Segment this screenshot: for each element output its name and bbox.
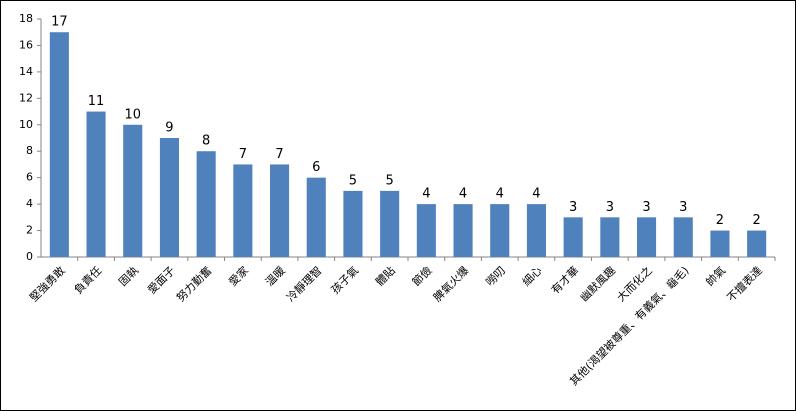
y-tick-label: 4 bbox=[26, 197, 33, 210]
y-tick-label: 2 bbox=[26, 224, 33, 237]
bar bbox=[600, 217, 620, 257]
value-label: 4 bbox=[532, 187, 540, 202]
value-label: 7 bbox=[275, 147, 283, 162]
bar bbox=[196, 151, 216, 257]
bar bbox=[49, 32, 69, 257]
value-label: 8 bbox=[202, 134, 210, 149]
value-label: 5 bbox=[386, 173, 394, 188]
bar bbox=[490, 204, 510, 257]
value-label: 4 bbox=[422, 187, 430, 202]
value-label: 2 bbox=[753, 213, 761, 228]
bar bbox=[306, 177, 326, 257]
value-label: 5 bbox=[349, 173, 357, 188]
bar bbox=[123, 124, 143, 258]
bar bbox=[563, 217, 583, 257]
value-label: 2 bbox=[716, 213, 724, 228]
value-label: 3 bbox=[606, 200, 614, 215]
bar bbox=[526, 204, 546, 257]
value-label: 11 bbox=[88, 94, 105, 109]
bar bbox=[710, 230, 730, 257]
value-label: 3 bbox=[679, 200, 687, 215]
bar bbox=[159, 138, 179, 257]
value-label: 10 bbox=[124, 107, 141, 122]
value-label: 3 bbox=[642, 200, 650, 215]
bar bbox=[637, 217, 657, 257]
y-tick-label: 8 bbox=[26, 144, 33, 157]
bar bbox=[453, 204, 473, 257]
y-tick-label: 18 bbox=[19, 12, 33, 25]
bar bbox=[747, 230, 767, 257]
value-label: 7 bbox=[239, 147, 247, 162]
bar bbox=[343, 190, 363, 257]
value-label: 4 bbox=[459, 187, 467, 202]
bar bbox=[233, 164, 253, 257]
bar bbox=[673, 217, 693, 257]
bar bbox=[86, 111, 106, 257]
y-tick-label: 14 bbox=[19, 65, 33, 78]
bar bbox=[270, 164, 290, 257]
y-tick-label: 10 bbox=[19, 118, 33, 131]
y-tick-label: 0 bbox=[26, 250, 33, 263]
y-tick-label: 12 bbox=[19, 91, 33, 104]
y-tick-label: 6 bbox=[26, 171, 33, 184]
value-label: 6 bbox=[312, 160, 320, 175]
value-label: 17 bbox=[51, 15, 68, 30]
value-label: 9 bbox=[165, 121, 173, 136]
bar bbox=[416, 204, 436, 257]
bar bbox=[380, 190, 400, 257]
y-tick-label: 16 bbox=[19, 38, 33, 51]
value-label: 4 bbox=[496, 187, 504, 202]
value-label: 3 bbox=[569, 200, 577, 215]
